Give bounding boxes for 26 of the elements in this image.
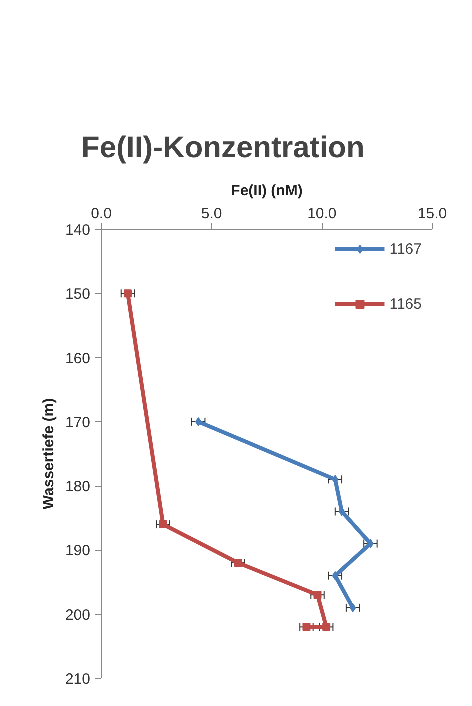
legend-label: 1165 (390, 296, 422, 312)
y-tick-label: 150 (65, 286, 91, 304)
point (302, 623, 311, 632)
y-tick-label: 140 (65, 222, 91, 239)
y-tick-label: 200 (65, 606, 91, 624)
y-axis-title: Wassertiefe (m) (40, 398, 58, 510)
x-tick-label: 10.0 (308, 206, 337, 222)
y-tick-label: 190 (65, 542, 91, 560)
point (350, 603, 356, 612)
y-tick-label: 180 (65, 478, 91, 496)
y-tick-label: 210 (65, 671, 91, 688)
y-tick-label: 170 (65, 414, 91, 432)
x-tick-label: 0.0 (91, 206, 112, 222)
x-tick-label: 15.0 (418, 206, 448, 222)
point (124, 290, 132, 298)
legend-label: 1167 (390, 240, 422, 258)
y-tick-label: 160 (65, 350, 91, 368)
chart-title: Fe(II)-Konzentration (82, 132, 365, 164)
point (195, 417, 202, 426)
point (234, 559, 242, 568)
point (159, 520, 168, 529)
point (332, 571, 339, 580)
point (314, 591, 322, 600)
x-axis-title: Fe(II) (nM) (231, 182, 303, 200)
point (322, 623, 331, 632)
x-tick-label: 5.0 (201, 206, 222, 222)
